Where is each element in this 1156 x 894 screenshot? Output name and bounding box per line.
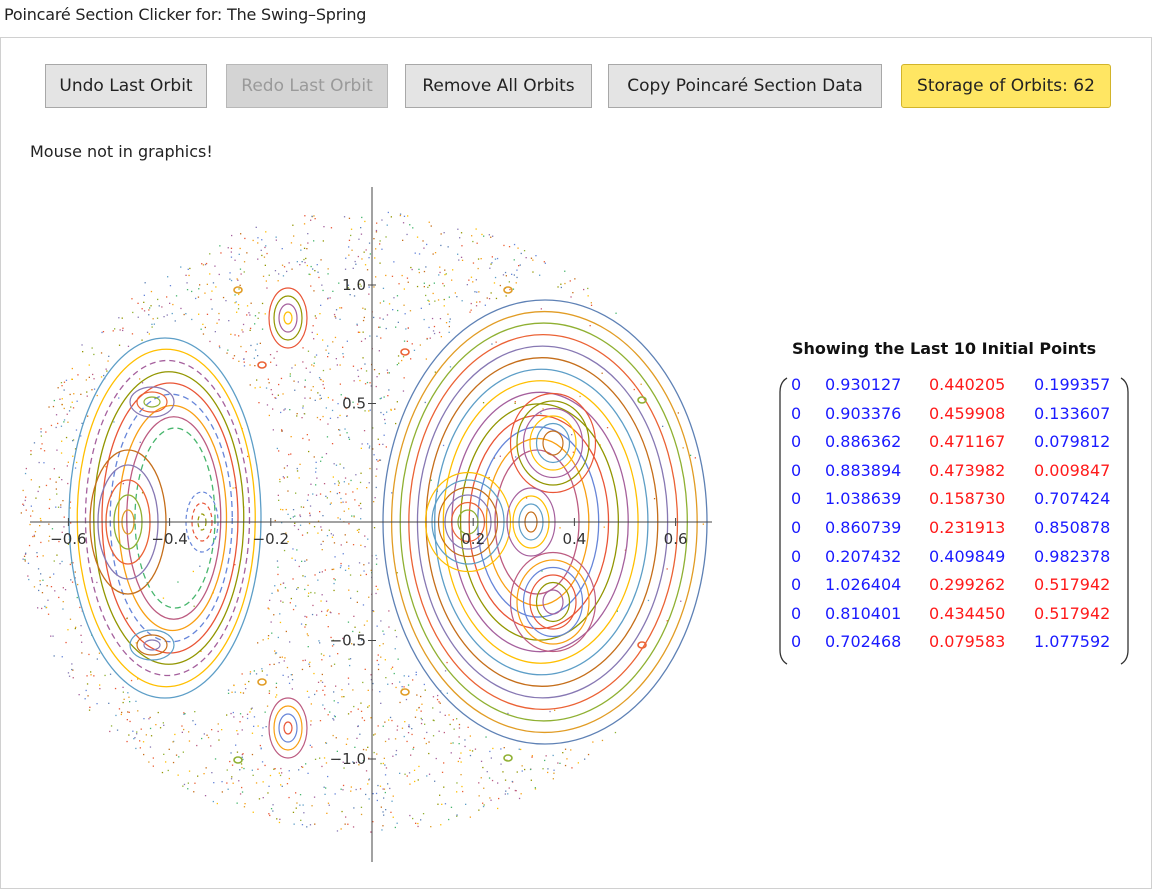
- undo-last-orbit-button[interactable]: Undo Last Orbit: [45, 64, 207, 108]
- matrix-cell: 0.199357: [1034, 375, 1111, 394]
- matrix-cell: 0: [791, 489, 802, 509]
- matrix-cell: 0.702468: [825, 632, 902, 652]
- matrix-cell: 0: [791, 603, 802, 623]
- matrix-cell: 0.886362: [825, 432, 902, 452]
- matrix-cell: 1.026404: [825, 575, 902, 595]
- right-bracket: [1120, 377, 1129, 665]
- matrix-cell: 0.883894: [825, 460, 902, 480]
- matrix-cell: 0: [791, 575, 802, 595]
- matrix-cell: 0.009847: [1034, 460, 1111, 480]
- x-tick-label: −0.2: [253, 530, 289, 548]
- x-tick-label: 0.6: [664, 530, 688, 548]
- matrix-cell: 0.810401: [825, 603, 902, 623]
- matrix-cell: 0.079583: [929, 632, 1006, 652]
- initial-points-matrix: 0 0.930127 0.440205 0.199357 0 0.903376 0.4599…: [779, 374, 1129, 668]
- poincare-section-plot[interactable]: −0.6 −0.4 −0.2 0.2 0.4 0.6 1.0 0.5 −0.5 −1.0: [0, 150, 740, 875]
- matrix-cell: 0: [791, 375, 802, 394]
- matrix-cell: 0: [791, 546, 802, 566]
- matrix-cell: 1.077592: [1034, 632, 1111, 652]
- matrix-cell: 0.707424: [1034, 489, 1111, 509]
- matrix-cell: 0.473982: [929, 460, 1006, 480]
- matrix-cell: 0.434450: [929, 603, 1006, 623]
- matrix-cell: 0.903376: [825, 403, 902, 423]
- y-tick-label: 1.0: [342, 276, 366, 294]
- matrix-cell: 0.459908: [929, 403, 1006, 423]
- matrix-cell: 0: [791, 518, 802, 537]
- copy-poincare-data-button[interactable]: Copy Poincaré Section Data: [608, 64, 882, 108]
- matrix-cell: 0.299262: [929, 575, 1006, 595]
- y-tick-label: 0.5: [342, 395, 366, 413]
- y-tick-label: −0.5: [330, 632, 366, 650]
- x-tick-label: 0.4: [562, 530, 586, 548]
- storage-of-orbits-button[interactable]: Storage of Orbits: 62: [901, 64, 1111, 108]
- window-title: Poincaré Section Clicker for: The Swing–…: [4, 5, 367, 24]
- mouse-status-text: Mouse not in graphics!: [30, 142, 213, 161]
- main-panel: [0, 37, 1152, 889]
- redo-last-orbit-button[interactable]: Redo Last Orbit: [226, 64, 388, 108]
- matrix-cell: 0.207432: [825, 546, 902, 566]
- left-bracket: [779, 377, 788, 665]
- chaotic-sea-dots: [20, 211, 704, 833]
- matrix-cell: 0.079812: [1034, 432, 1111, 452]
- matrix-cell: 0.850878: [1034, 518, 1111, 537]
- matrix-cell: 0: [791, 460, 802, 480]
- matrix-cell: 0.133607: [1034, 403, 1111, 423]
- y-tick-label: −1.0: [330, 750, 366, 768]
- matrix-cell: 0.517942: [1034, 603, 1111, 623]
- matrix-cell: 0.517942: [1034, 575, 1111, 595]
- remove-all-orbits-button[interactable]: Remove All Orbits: [405, 64, 592, 108]
- x-tick-label: 0.2: [461, 530, 485, 548]
- initial-points-title: Showing the Last 10 Initial Points: [792, 339, 1097, 358]
- matrix-cell: 0.231913: [929, 518, 1006, 537]
- matrix-cell: 0.930127: [825, 375, 902, 394]
- x-tick-label: −0.6: [50, 530, 86, 548]
- matrix-cell: 0: [791, 632, 802, 652]
- plot-axes: [30, 187, 712, 862]
- matrix-cell: 0.982378: [1034, 546, 1111, 566]
- matrix-cell: 0.440205: [929, 375, 1006, 394]
- matrix-cell: 1.038639: [825, 489, 902, 509]
- matrix-cell: 0.409849: [929, 546, 1006, 566]
- matrix-cell: 0: [791, 403, 802, 423]
- axis-ticks: −0.6 −0.4 −0.2 0.2 0.4 0.6 1.0 0.5 −0.5 −1.0: [50, 276, 687, 768]
- matrix-cell: 0.158730: [929, 489, 1006, 509]
- matrix-cell: 0: [791, 432, 802, 452]
- matrix-cell: 0.860739: [825, 518, 902, 537]
- x-tick-label: −0.4: [151, 530, 187, 548]
- orbit-curves: [68, 286, 708, 764]
- matrix-cell: 0.471167: [929, 432, 1006, 452]
- matrix-brackets: [779, 377, 1129, 665]
